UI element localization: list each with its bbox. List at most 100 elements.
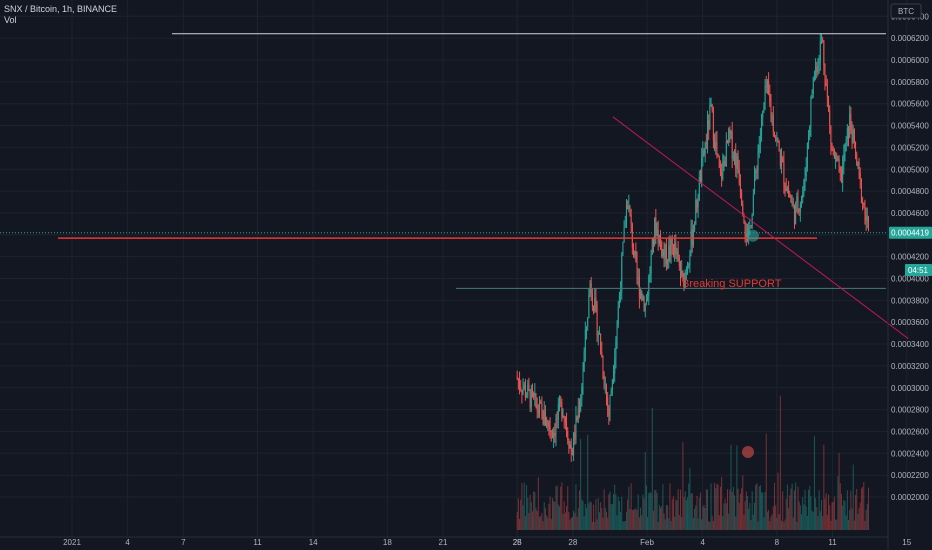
- volume-bar: [859, 502, 861, 530]
- candle-body: [523, 384, 525, 389]
- candle-body: [763, 103, 765, 111]
- candle-body: [798, 208, 800, 212]
- volume-bar: [717, 484, 719, 530]
- currency-badge[interactable]: BTC: [898, 7, 914, 16]
- volume-bar: [590, 502, 592, 530]
- volume-bar: [744, 500, 746, 530]
- price-tick-label: 0.0005800: [891, 78, 929, 87]
- volume-bar: [719, 486, 721, 530]
- price-marker[interactable]: [747, 229, 759, 242]
- volume-bar: [757, 521, 759, 530]
- candle-body: [809, 126, 811, 136]
- candle-body: [562, 415, 564, 417]
- candle-body: [635, 250, 637, 261]
- volume-bar: [831, 502, 833, 530]
- candle-body: [610, 390, 612, 396]
- candle-body: [833, 150, 835, 159]
- candle-body: [605, 386, 607, 398]
- price-tick-label: 0.0005600: [891, 100, 929, 109]
- volume-bar: [534, 492, 536, 530]
- candle-body: [624, 226, 626, 228]
- currency-badge-box[interactable]: [890, 3, 922, 19]
- volume-bar: [571, 516, 573, 530]
- volume-indicator-label[interactable]: Vol: [4, 15, 17, 25]
- candle-body: [603, 375, 605, 387]
- candle-body: [813, 76, 815, 78]
- candle-body: [684, 272, 686, 289]
- candle-body: [832, 148, 834, 151]
- volume-bar: [655, 489, 657, 530]
- price-tick-label: 0.0002800: [891, 406, 929, 415]
- volume-marker[interactable]: [742, 446, 754, 458]
- price-tick-label: 0.0003800: [891, 296, 929, 305]
- candle-body: [782, 157, 784, 162]
- volume-bar: [591, 521, 593, 530]
- candle-body: [591, 293, 593, 307]
- volume-bar: [812, 511, 814, 530]
- candle-body: [826, 85, 828, 97]
- candle-body: [779, 151, 781, 167]
- volume-bar: [765, 433, 767, 530]
- volume-bar: [729, 489, 731, 530]
- candle-body: [547, 420, 549, 427]
- volume-bar: [843, 500, 845, 530]
- candle-body: [616, 324, 618, 341]
- candle-body: [823, 41, 825, 66]
- candle-body: [749, 226, 751, 228]
- volume-bar: [778, 513, 780, 530]
- candle-body: [801, 198, 803, 205]
- volume-bar: [671, 499, 673, 530]
- candle-body: [665, 244, 667, 264]
- descending-trend-line[interactable]: [612, 116, 909, 339]
- volume-bar: [628, 486, 630, 530]
- candle-body: [556, 418, 558, 420]
- candle-body: [629, 205, 631, 216]
- drawn-lines[interactable]: [0, 33, 909, 458]
- candle-body: [608, 407, 610, 417]
- volume-bar: [786, 484, 788, 530]
- candle-body: [582, 371, 584, 387]
- volume-bar: [631, 510, 633, 530]
- volume-bar: [858, 507, 860, 530]
- volume-bar: [582, 500, 584, 530]
- candle-body: [615, 340, 617, 359]
- volume-bar: [688, 483, 690, 530]
- candle-body: [555, 418, 557, 436]
- candle-body: [542, 410, 544, 425]
- volume-bar: [863, 482, 865, 530]
- candle-body: [625, 205, 627, 227]
- candle-body: [815, 66, 817, 77]
- candle-body: [539, 402, 541, 414]
- volume-bar: [769, 521, 771, 530]
- candle-body: [820, 40, 822, 42]
- volume-bar: [846, 490, 848, 530]
- candle-body: [797, 196, 799, 209]
- volume-bar: [564, 512, 566, 530]
- price-tick-label: 0.0006200: [891, 34, 929, 43]
- volume-bar: [701, 519, 703, 530]
- candle-body: [793, 204, 795, 225]
- candle-body: [829, 110, 831, 126]
- candle-body: [631, 224, 633, 248]
- volume-bar: [865, 509, 867, 530]
- candle-body: [721, 172, 723, 179]
- candle-body: [664, 244, 666, 258]
- volume-bar: [852, 464, 854, 530]
- candle-body: [739, 183, 741, 192]
- volume-bar: [530, 502, 532, 530]
- volume-bar: [610, 503, 612, 530]
- volume-bar: [741, 488, 743, 530]
- candle-body: [729, 129, 731, 134]
- volume-bar: [710, 483, 712, 530]
- candle-body: [521, 390, 523, 394]
- symbol-title[interactable]: SNX / Bitcoin, 1h, BINANCE: [4, 4, 118, 14]
- volume-bar: [637, 494, 639, 530]
- volume-bar: [855, 495, 857, 530]
- candle-body: [594, 297, 596, 312]
- candle-body: [580, 400, 582, 412]
- volume-bar: [641, 515, 643, 530]
- candle-body: [621, 254, 623, 292]
- volume-bar: [718, 515, 720, 530]
